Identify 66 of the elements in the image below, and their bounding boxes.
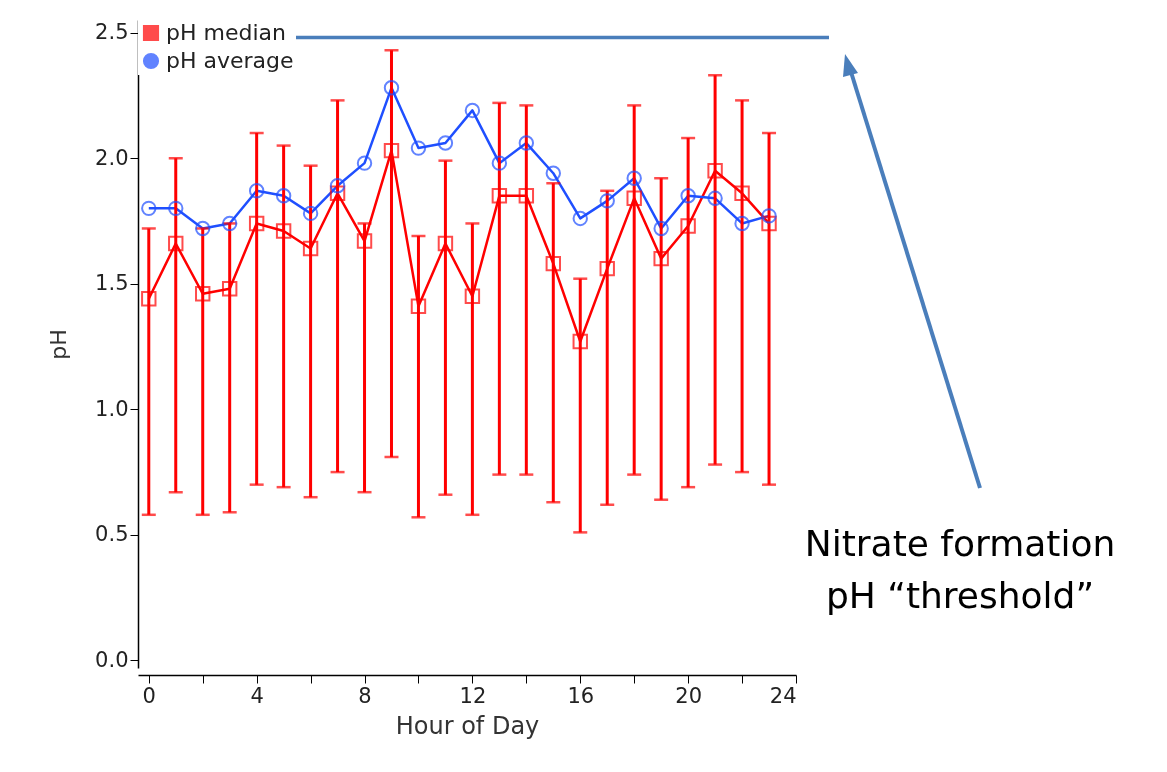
point — [221, 215, 238, 232]
y-tick-label: 2.0 — [95, 145, 129, 170]
legend-label: pH median — [166, 20, 286, 45]
legend-label: pH average — [166, 48, 294, 73]
point — [653, 220, 669, 237]
point — [195, 286, 211, 302]
x-tick-label: 12 — [459, 683, 487, 708]
point — [491, 188, 508, 204]
y-tick-label: 0.5 — [95, 522, 129, 547]
y-tick-label: 1.5 — [95, 271, 129, 296]
point — [437, 235, 454, 252]
point — [761, 215, 777, 232]
x-tick-label: 24 — [769, 683, 797, 708]
point — [599, 260, 615, 277]
point — [572, 210, 588, 227]
point — [168, 200, 184, 217]
point — [141, 291, 157, 307]
point — [545, 165, 561, 181]
point — [248, 183, 265, 199]
x-tick-label: 20 — [675, 683, 702, 708]
x-tick-label: 8 — [358, 683, 372, 708]
point — [248, 215, 265, 232]
point — [707, 162, 723, 179]
point — [518, 135, 535, 151]
point — [464, 102, 481, 119]
point — [626, 190, 642, 207]
x-tick-label: 4 — [250, 683, 264, 708]
point — [626, 170, 642, 186]
point — [518, 188, 535, 204]
point — [356, 155, 373, 171]
y-tick-label: 1.0 — [95, 396, 129, 421]
point — [410, 140, 427, 156]
point — [195, 220, 211, 237]
x-tick-label: 16 — [567, 683, 595, 708]
point — [464, 288, 481, 304]
x-axis-title: Hour of Day — [395, 711, 540, 740]
y-axis-title: pH — [46, 329, 72, 360]
point — [680, 218, 696, 234]
point — [572, 333, 588, 350]
point — [302, 240, 319, 257]
point — [275, 223, 292, 239]
point — [491, 155, 508, 171]
point — [734, 185, 750, 202]
point — [653, 250, 669, 267]
x-tick-label: 0 — [142, 683, 156, 708]
point — [437, 135, 454, 151]
point — [383, 80, 400, 96]
point — [221, 281, 238, 297]
point — [410, 298, 427, 315]
point — [599, 193, 615, 209]
point — [329, 178, 346, 194]
point — [707, 190, 723, 207]
point — [761, 208, 777, 224]
point — [141, 200, 157, 217]
point — [302, 205, 319, 222]
point — [356, 233, 373, 249]
point — [545, 255, 561, 272]
text: Nitrate formation pH “threshold” — [804, 523, 1116, 616]
y-tick-label: 0.0 — [95, 647, 129, 672]
point — [329, 185, 346, 202]
point — [275, 188, 292, 204]
y-tick-label: 2.5 — [95, 20, 129, 45]
point — [168, 235, 184, 252]
point — [680, 188, 696, 204]
point — [383, 142, 400, 159]
point — [734, 215, 750, 232]
